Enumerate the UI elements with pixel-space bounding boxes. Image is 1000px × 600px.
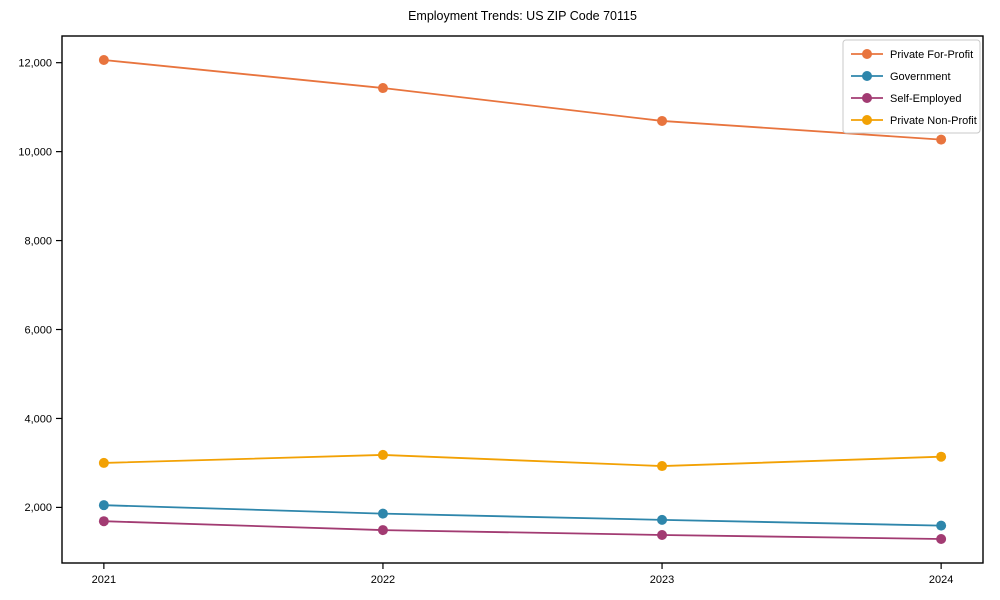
legend-marker-dot-icon xyxy=(862,93,872,103)
legend-marker-dot-icon xyxy=(862,115,872,125)
data-point-marker xyxy=(936,520,947,531)
series-line-government xyxy=(103,504,942,527)
data-point-marker xyxy=(98,516,109,527)
data-point-marker xyxy=(98,55,109,66)
data-point-marker xyxy=(657,514,668,525)
x-tick-label: 2024 xyxy=(929,574,953,586)
data-point-marker xyxy=(936,451,947,462)
data-point-marker xyxy=(377,449,388,460)
data-point-marker xyxy=(657,115,668,126)
data-point-marker xyxy=(377,83,388,94)
x-tick-label: 2021 xyxy=(92,574,116,586)
legend-label: Government xyxy=(890,71,951,83)
data-point-marker xyxy=(377,525,388,536)
x-tick-label: 2023 xyxy=(650,574,674,586)
legend-marker-dot-icon xyxy=(862,49,872,59)
legend-marker-dot-icon xyxy=(862,71,872,81)
data-point-marker xyxy=(377,508,388,519)
y-tick-label: 10,000 xyxy=(18,146,52,158)
legend-label: Self-Employed xyxy=(890,93,962,105)
legend-label: Private For-Profit xyxy=(890,49,973,61)
data-point-marker xyxy=(936,533,947,544)
series-line-private-for-profit xyxy=(103,59,942,141)
series-line-self-employed xyxy=(103,520,942,540)
legend-label: Private Non-Profit xyxy=(890,115,977,127)
y-tick-label: 2,000 xyxy=(24,502,52,514)
axes-frame xyxy=(61,35,984,564)
data-point-marker xyxy=(98,457,109,468)
y-tick-label: 12,000 xyxy=(18,57,52,69)
chart-title: Employment Trends: US ZIP Code 70115 xyxy=(408,9,637,23)
data-point-marker xyxy=(657,529,668,540)
data-point-marker xyxy=(98,500,109,511)
series-line-private-non-profit xyxy=(103,454,942,467)
y-tick-label: 4,000 xyxy=(24,413,52,425)
x-tick-label: 2022 xyxy=(371,574,395,586)
legend-box xyxy=(842,39,981,134)
y-tick-label: 6,000 xyxy=(24,324,52,336)
data-point-marker xyxy=(657,461,668,472)
data-point-marker xyxy=(936,134,947,145)
y-tick-label: 8,000 xyxy=(24,235,52,247)
